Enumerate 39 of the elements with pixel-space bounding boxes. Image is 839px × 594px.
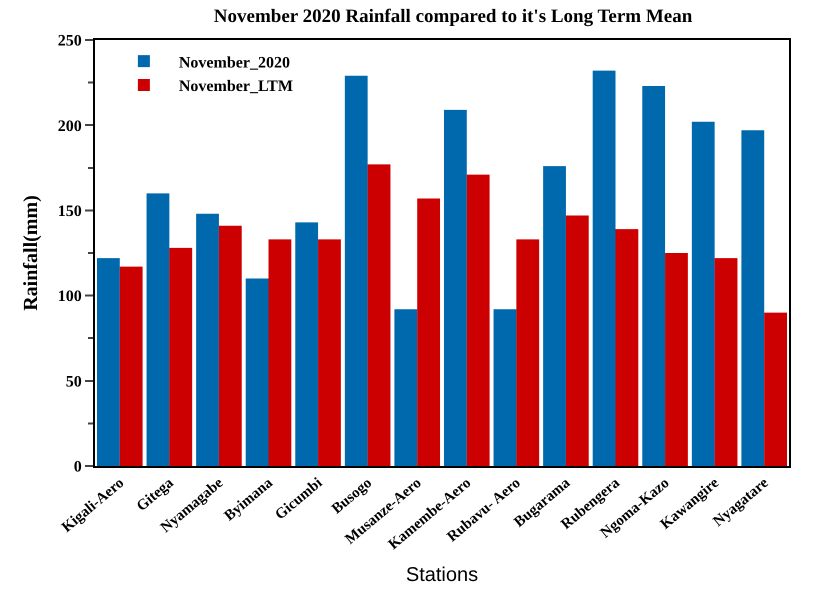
bar [466,174,490,466]
bar [120,266,143,466]
bar [146,193,170,466]
bar [218,226,242,466]
bar [592,70,616,466]
y-tick-label: 100 [58,288,82,306]
bar [642,86,666,466]
bar [394,309,418,466]
y-tick-label: 150 [58,203,82,220]
bar [516,239,540,466]
bar [96,258,120,466]
bar [196,214,219,466]
bar [295,222,318,466]
bar [616,229,638,466]
bar [268,239,292,466]
bar [494,309,516,466]
y-tick-label: 50 [66,373,82,390]
y-tick-label: 0 [74,458,82,476]
bar [344,76,368,466]
y-tick-label: 200 [58,118,82,135]
legend-label: November_2020 [178,54,290,72]
bar [246,278,268,466]
bar [741,130,764,466]
bar [444,110,467,466]
legend-label: November_LTM [178,78,293,96]
bar [764,312,788,466]
bar [543,166,566,466]
x-axis-title: Stations [406,564,478,586]
y-tick-label: 250 [58,32,82,50]
bar [566,216,589,466]
bar [665,253,688,466]
bar [169,248,192,466]
bar [368,164,390,466]
chart-title: November 2020 Rainfall compared to it's Long Term Mean [214,6,693,28]
y-axis-title: Rainfall(mm) [20,195,42,311]
bar [714,258,738,466]
bar [417,198,440,466]
bar [318,239,341,466]
bar [692,122,715,466]
